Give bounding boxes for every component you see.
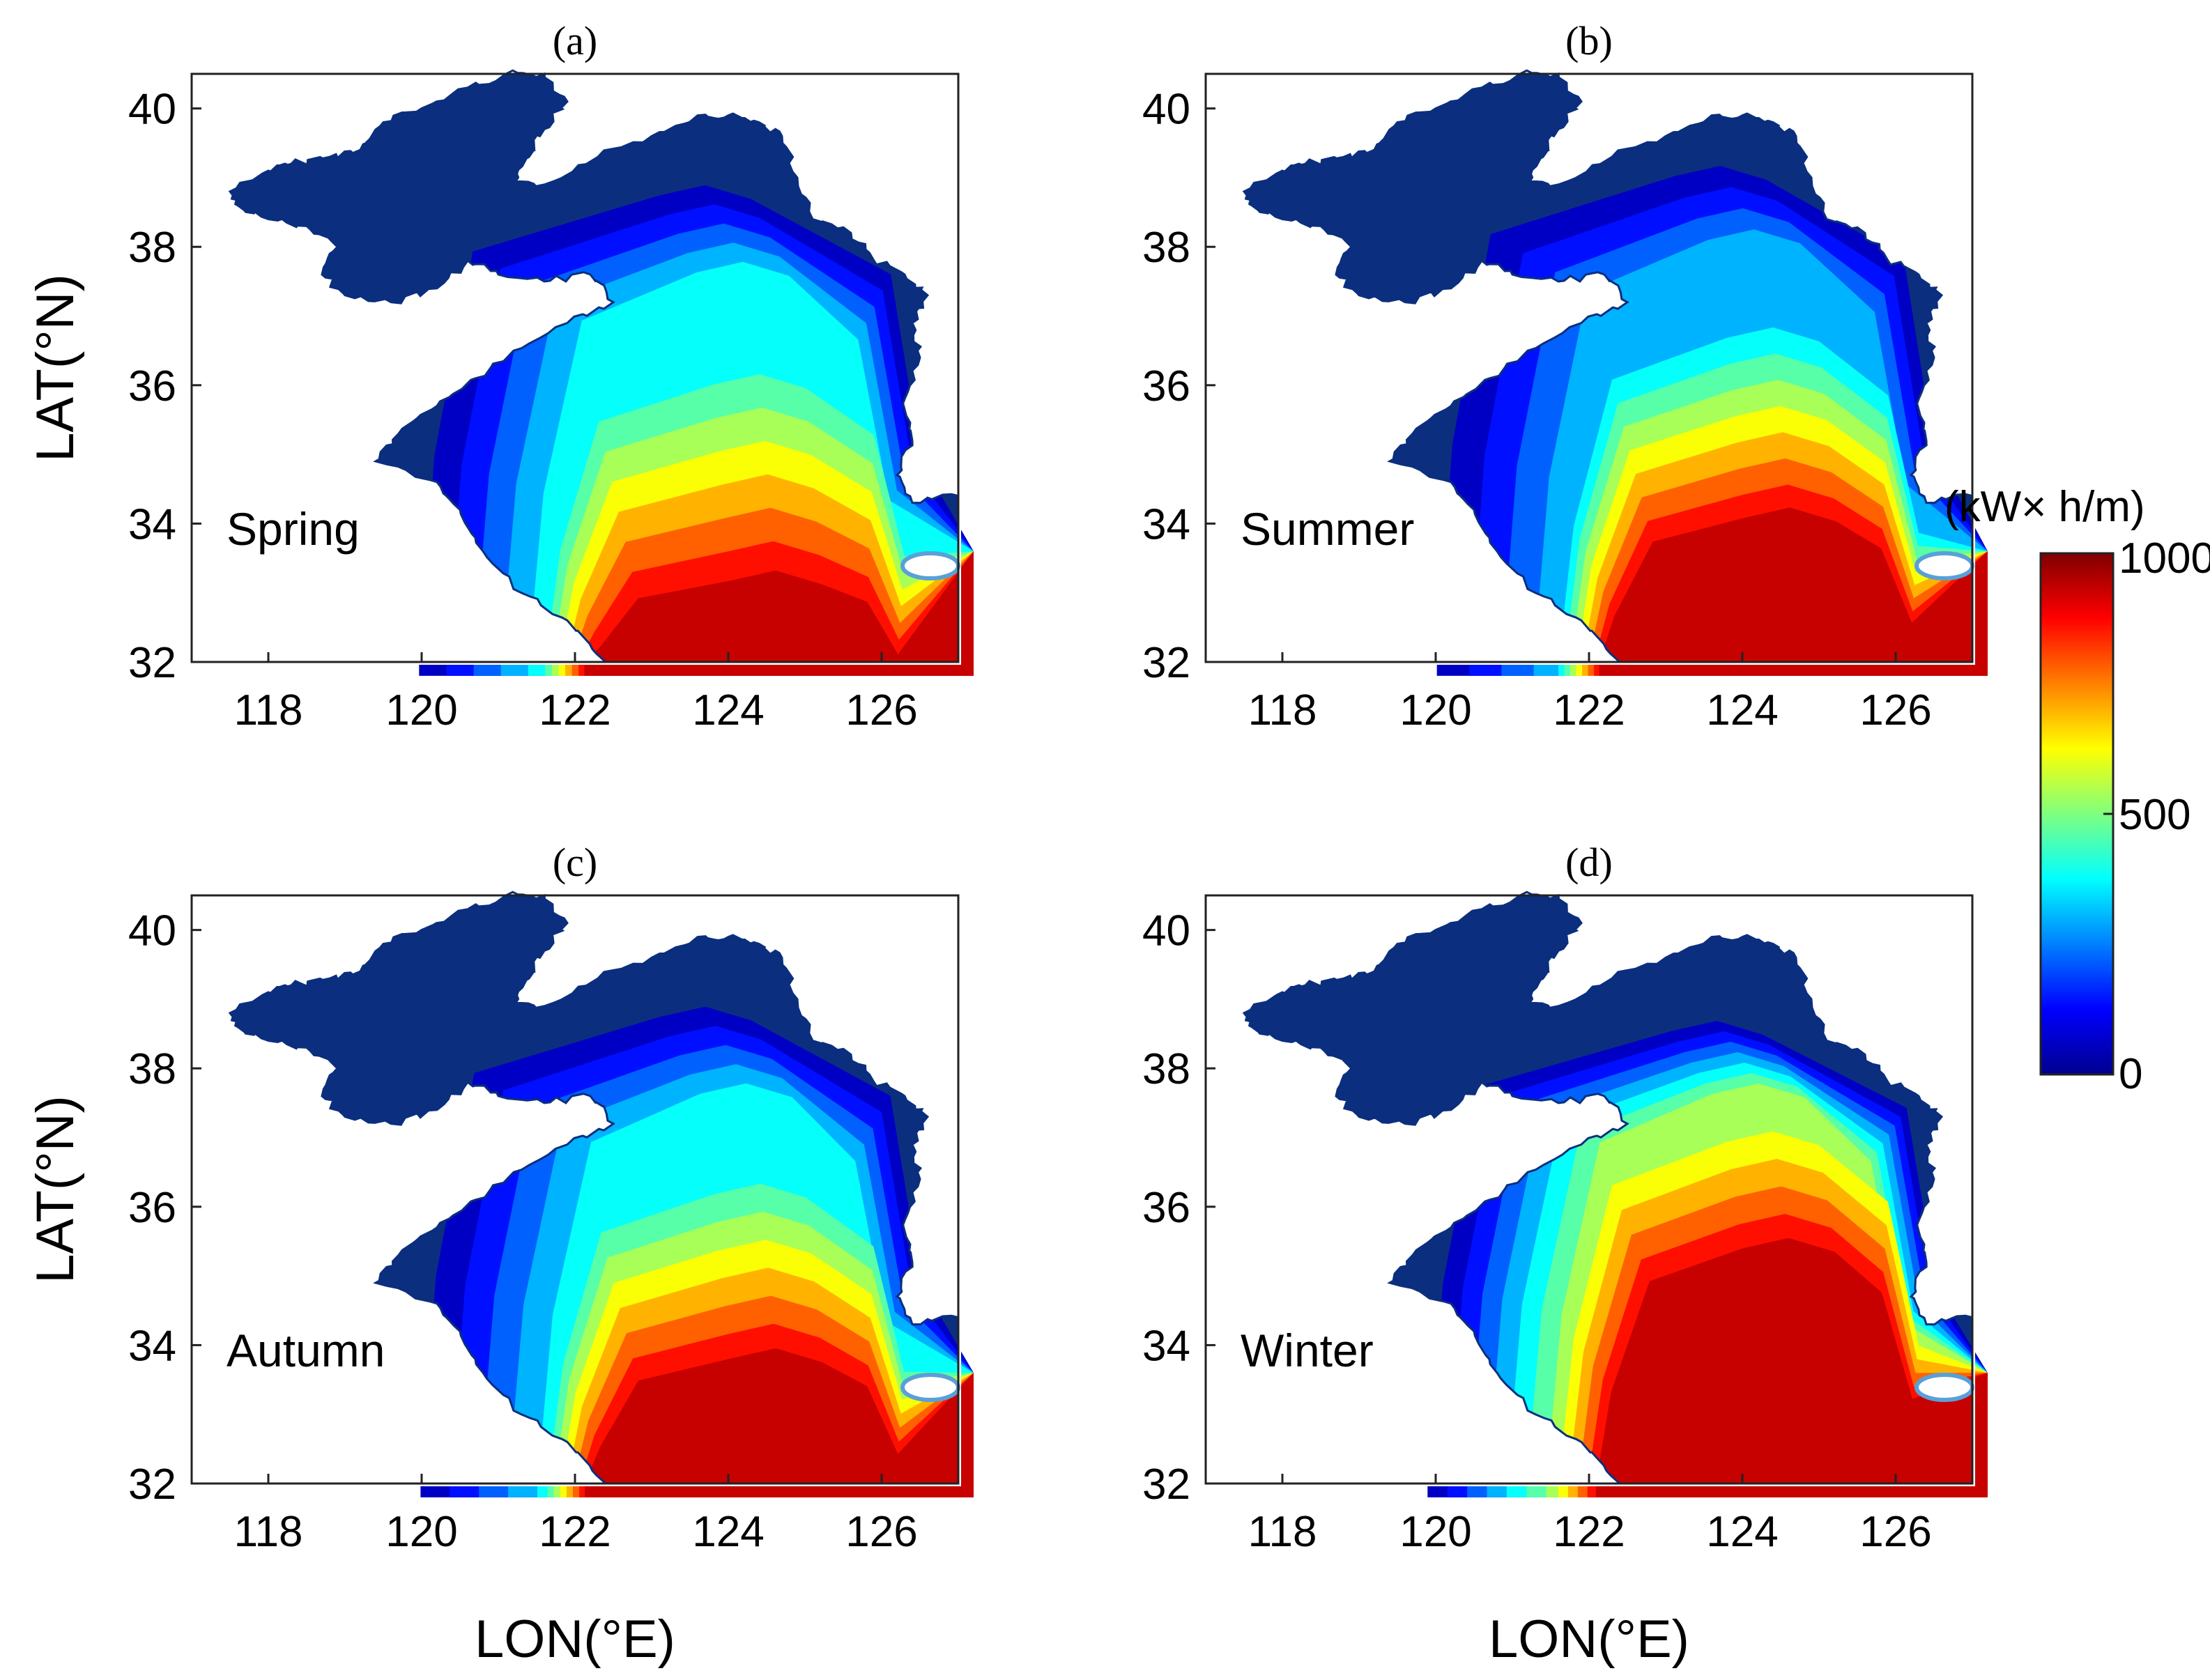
x-tick-label: 122 [1553, 686, 1625, 734]
x-tick-label: 124 [1706, 1508, 1778, 1556]
y-tick-label: 32 [1142, 1461, 1190, 1509]
y-tick-label: 34 [1142, 500, 1190, 548]
panel-d: (d) Winter 118 120 122 124 126 32 34 36 38 40 [1142, 840, 1988, 1556]
y-tick-label: 40 [1142, 907, 1190, 955]
land-mask [1203, 70, 1975, 665]
panel-c: (c) Autumn 118 120 122 124 126 32 34 36 38 40 [128, 840, 974, 1556]
jeju-island [900, 551, 960, 580]
x-tick-label: 118 [1248, 1508, 1317, 1556]
y-tick-label: 34 [1142, 1322, 1190, 1370]
x-tick-label: 120 [385, 686, 457, 734]
jeju-island [900, 1373, 960, 1402]
y-tick-label: 32 [128, 1461, 176, 1509]
panel-letter: (a) [553, 18, 597, 63]
x-tick-label: 126 [845, 1508, 917, 1556]
land-mask [189, 70, 961, 665]
wave-energy-bands [419, 185, 974, 676]
jeju-island [1914, 551, 1974, 580]
x-tick-label: 126 [1859, 686, 1931, 734]
energy-contour-band [585, 1348, 974, 1497]
panel-letter: (d) [1565, 840, 1613, 885]
x-tick-label: 122 [539, 686, 611, 734]
y-tick-label: 32 [1142, 639, 1190, 687]
y-tick-label: 32 [128, 639, 176, 687]
x-tick-label: 120 [1399, 686, 1471, 734]
y-ticks: 32 34 36 38 40 [1142, 907, 1215, 1509]
x-ticks: 118 120 122 124 126 [234, 652, 918, 734]
x-tick-label: 126 [1859, 1508, 1931, 1556]
y-tick-label: 36 [128, 1184, 176, 1232]
x-tick-label: 124 [692, 1508, 764, 1556]
y-tick-label: 34 [128, 500, 176, 548]
energy-contour-band [1599, 507, 1988, 676]
coastline [228, 69, 960, 663]
colorbar: (kW× h/m) 1000 500 0 [1944, 483, 2210, 1098]
x-tick-label: 118 [234, 686, 303, 734]
panel-a: (a) Spring 118 120 122 124 126 32 34 36 38 40 [128, 18, 974, 734]
season-label: Autumn [227, 1325, 385, 1376]
x-tick-label: 122 [539, 1508, 611, 1556]
x-ticks: 118 120 122 124 126 [1248, 1474, 1932, 1556]
coastline [1242, 891, 1974, 1485]
x-tick-label: 126 [845, 686, 917, 734]
colorbar-gradient [2039, 552, 2115, 1076]
coastline [1242, 69, 1974, 663]
colorbar-unit: (kW× h/m) [1944, 483, 2145, 531]
y-tick-label: 40 [128, 86, 176, 134]
x-axis-label-right: LON(°E) [1489, 1610, 1689, 1669]
x-axis-label-left: LON(°E) [475, 1610, 675, 1669]
jeju-island [1914, 1373, 1974, 1402]
land-mask [189, 892, 961, 1486]
panel-letter: (c) [553, 840, 597, 885]
y-ticks: 32 34 36 38 40 [1142, 86, 1215, 687]
x-tick-label: 122 [1553, 1508, 1625, 1556]
y-tick-label: 38 [128, 224, 176, 272]
y-tick-label: 38 [1142, 224, 1190, 272]
x-tick-label: 124 [1706, 686, 1778, 734]
y-tick-label: 36 [1142, 1184, 1190, 1232]
energy-contour-band [1595, 1238, 1988, 1497]
y-axis-label-top: LAT(°N) [26, 274, 85, 462]
wave-energy-bands [1436, 166, 1988, 676]
x-tick-label: 120 [1399, 1508, 1471, 1556]
y-tick-label: 34 [128, 1322, 176, 1370]
panel-letter: (b) [1565, 18, 1613, 63]
colorbar-mid-label: 500 [2119, 791, 2190, 839]
y-tick-label: 40 [128, 907, 176, 955]
x-tick-label: 124 [692, 686, 764, 734]
y-tick-label: 40 [1142, 86, 1190, 134]
land-mask [1203, 892, 1975, 1486]
y-tick-label: 38 [1142, 1045, 1190, 1093]
y-tick-label: 36 [1142, 362, 1190, 410]
y-tick-label: 36 [128, 362, 176, 410]
energy-contour-band [584, 551, 974, 676]
season-label: Winter [1241, 1325, 1374, 1376]
coastline [228, 891, 960, 1485]
x-tick-label: 118 [1248, 686, 1317, 734]
x-ticks: 118 120 122 124 126 [234, 1474, 918, 1556]
x-ticks: 118 120 122 124 126 [1248, 652, 1932, 734]
season-label: Spring [227, 503, 360, 555]
x-tick-label: 120 [385, 1508, 457, 1556]
y-axis-label-bottom: LAT(°N) [26, 1095, 85, 1284]
y-ticks: 32 34 36 38 40 [128, 907, 201, 1509]
wave-energy-bands [1427, 1021, 1988, 1497]
x-tick-label: 118 [234, 1508, 303, 1556]
season-label: Summer [1241, 503, 1414, 555]
y-tick-label: 38 [128, 1045, 176, 1093]
y-ticks: 32 34 36 38 40 [128, 86, 201, 687]
panel-b: (b) Summer 118 120 122 124 126 32 34 36 38 40 [1142, 18, 1988, 734]
colorbar-max-label: 1000 [2119, 534, 2210, 583]
colorbar-min-label: 0 [2119, 1050, 2142, 1098]
